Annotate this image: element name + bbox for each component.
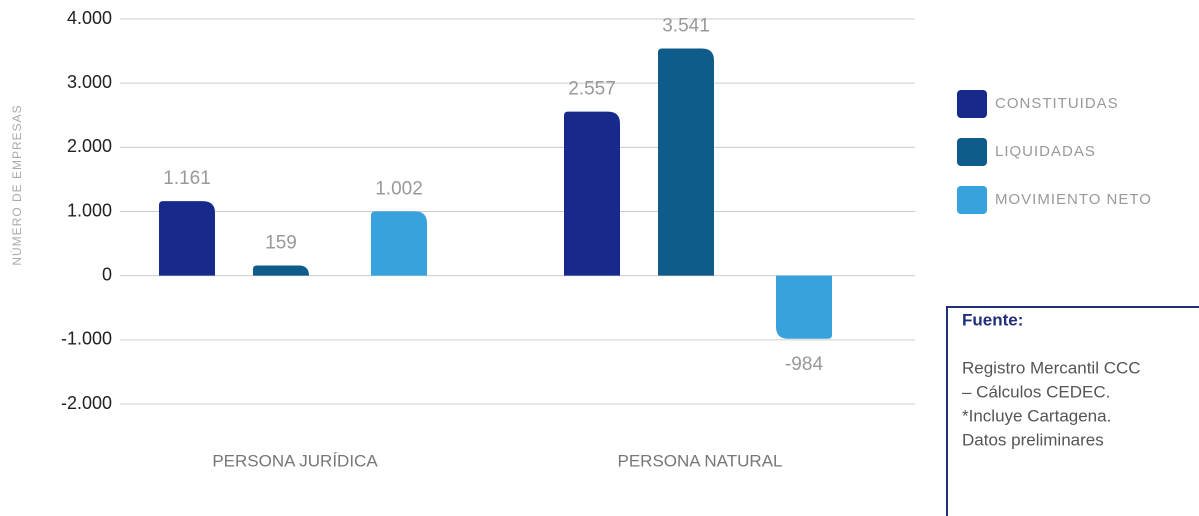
y-tick-label: 1.000 (67, 200, 112, 220)
legend-label: LIQUIDADAS (995, 143, 1096, 160)
value-label: 1.161 (163, 168, 211, 189)
value-label: 2.557 (568, 79, 616, 100)
source-line: Datos preliminares (962, 430, 1104, 449)
legend-label: MOVIMIENTO NETO (995, 191, 1152, 208)
source-title: Fuente: (962, 310, 1023, 329)
bar (658, 48, 714, 276)
y-tick-label: -1.000 (61, 329, 112, 349)
source-line: *Incluye Cartagena. (962, 406, 1111, 425)
y-tick-label: 0 (102, 264, 112, 284)
bar (371, 211, 427, 276)
y-tick-label: 2.000 (67, 136, 112, 156)
y-tick-label: 4.000 (67, 8, 112, 28)
value-label: 1.002 (375, 178, 423, 199)
bar (159, 201, 215, 276)
value-label: 159 (265, 232, 297, 253)
source-line: – Cálculos CEDEC. (962, 382, 1110, 401)
bar (776, 275, 832, 339)
legend-label: CONSTITUIDAS (995, 95, 1119, 112)
y-tick-label: 3.000 (67, 72, 112, 92)
x-tick-label: PERSONA NATURAL (617, 451, 782, 470)
legend-swatch (957, 90, 987, 118)
legend-swatch (957, 138, 987, 166)
x-tick-label: PERSONA JURÍDICA (212, 451, 378, 470)
y-tick-label: -2.000 (61, 393, 112, 413)
legend-swatch (957, 186, 987, 214)
value-label: 3.541 (662, 15, 710, 36)
y-axis-label: NÚMERO DE EMPRESAS (9, 104, 24, 265)
value-label: -984 (785, 354, 823, 375)
source-line: Registro Mercantil CCC (962, 358, 1141, 377)
bar (253, 265, 309, 276)
bar (564, 111, 620, 276)
source-box (946, 306, 1199, 516)
